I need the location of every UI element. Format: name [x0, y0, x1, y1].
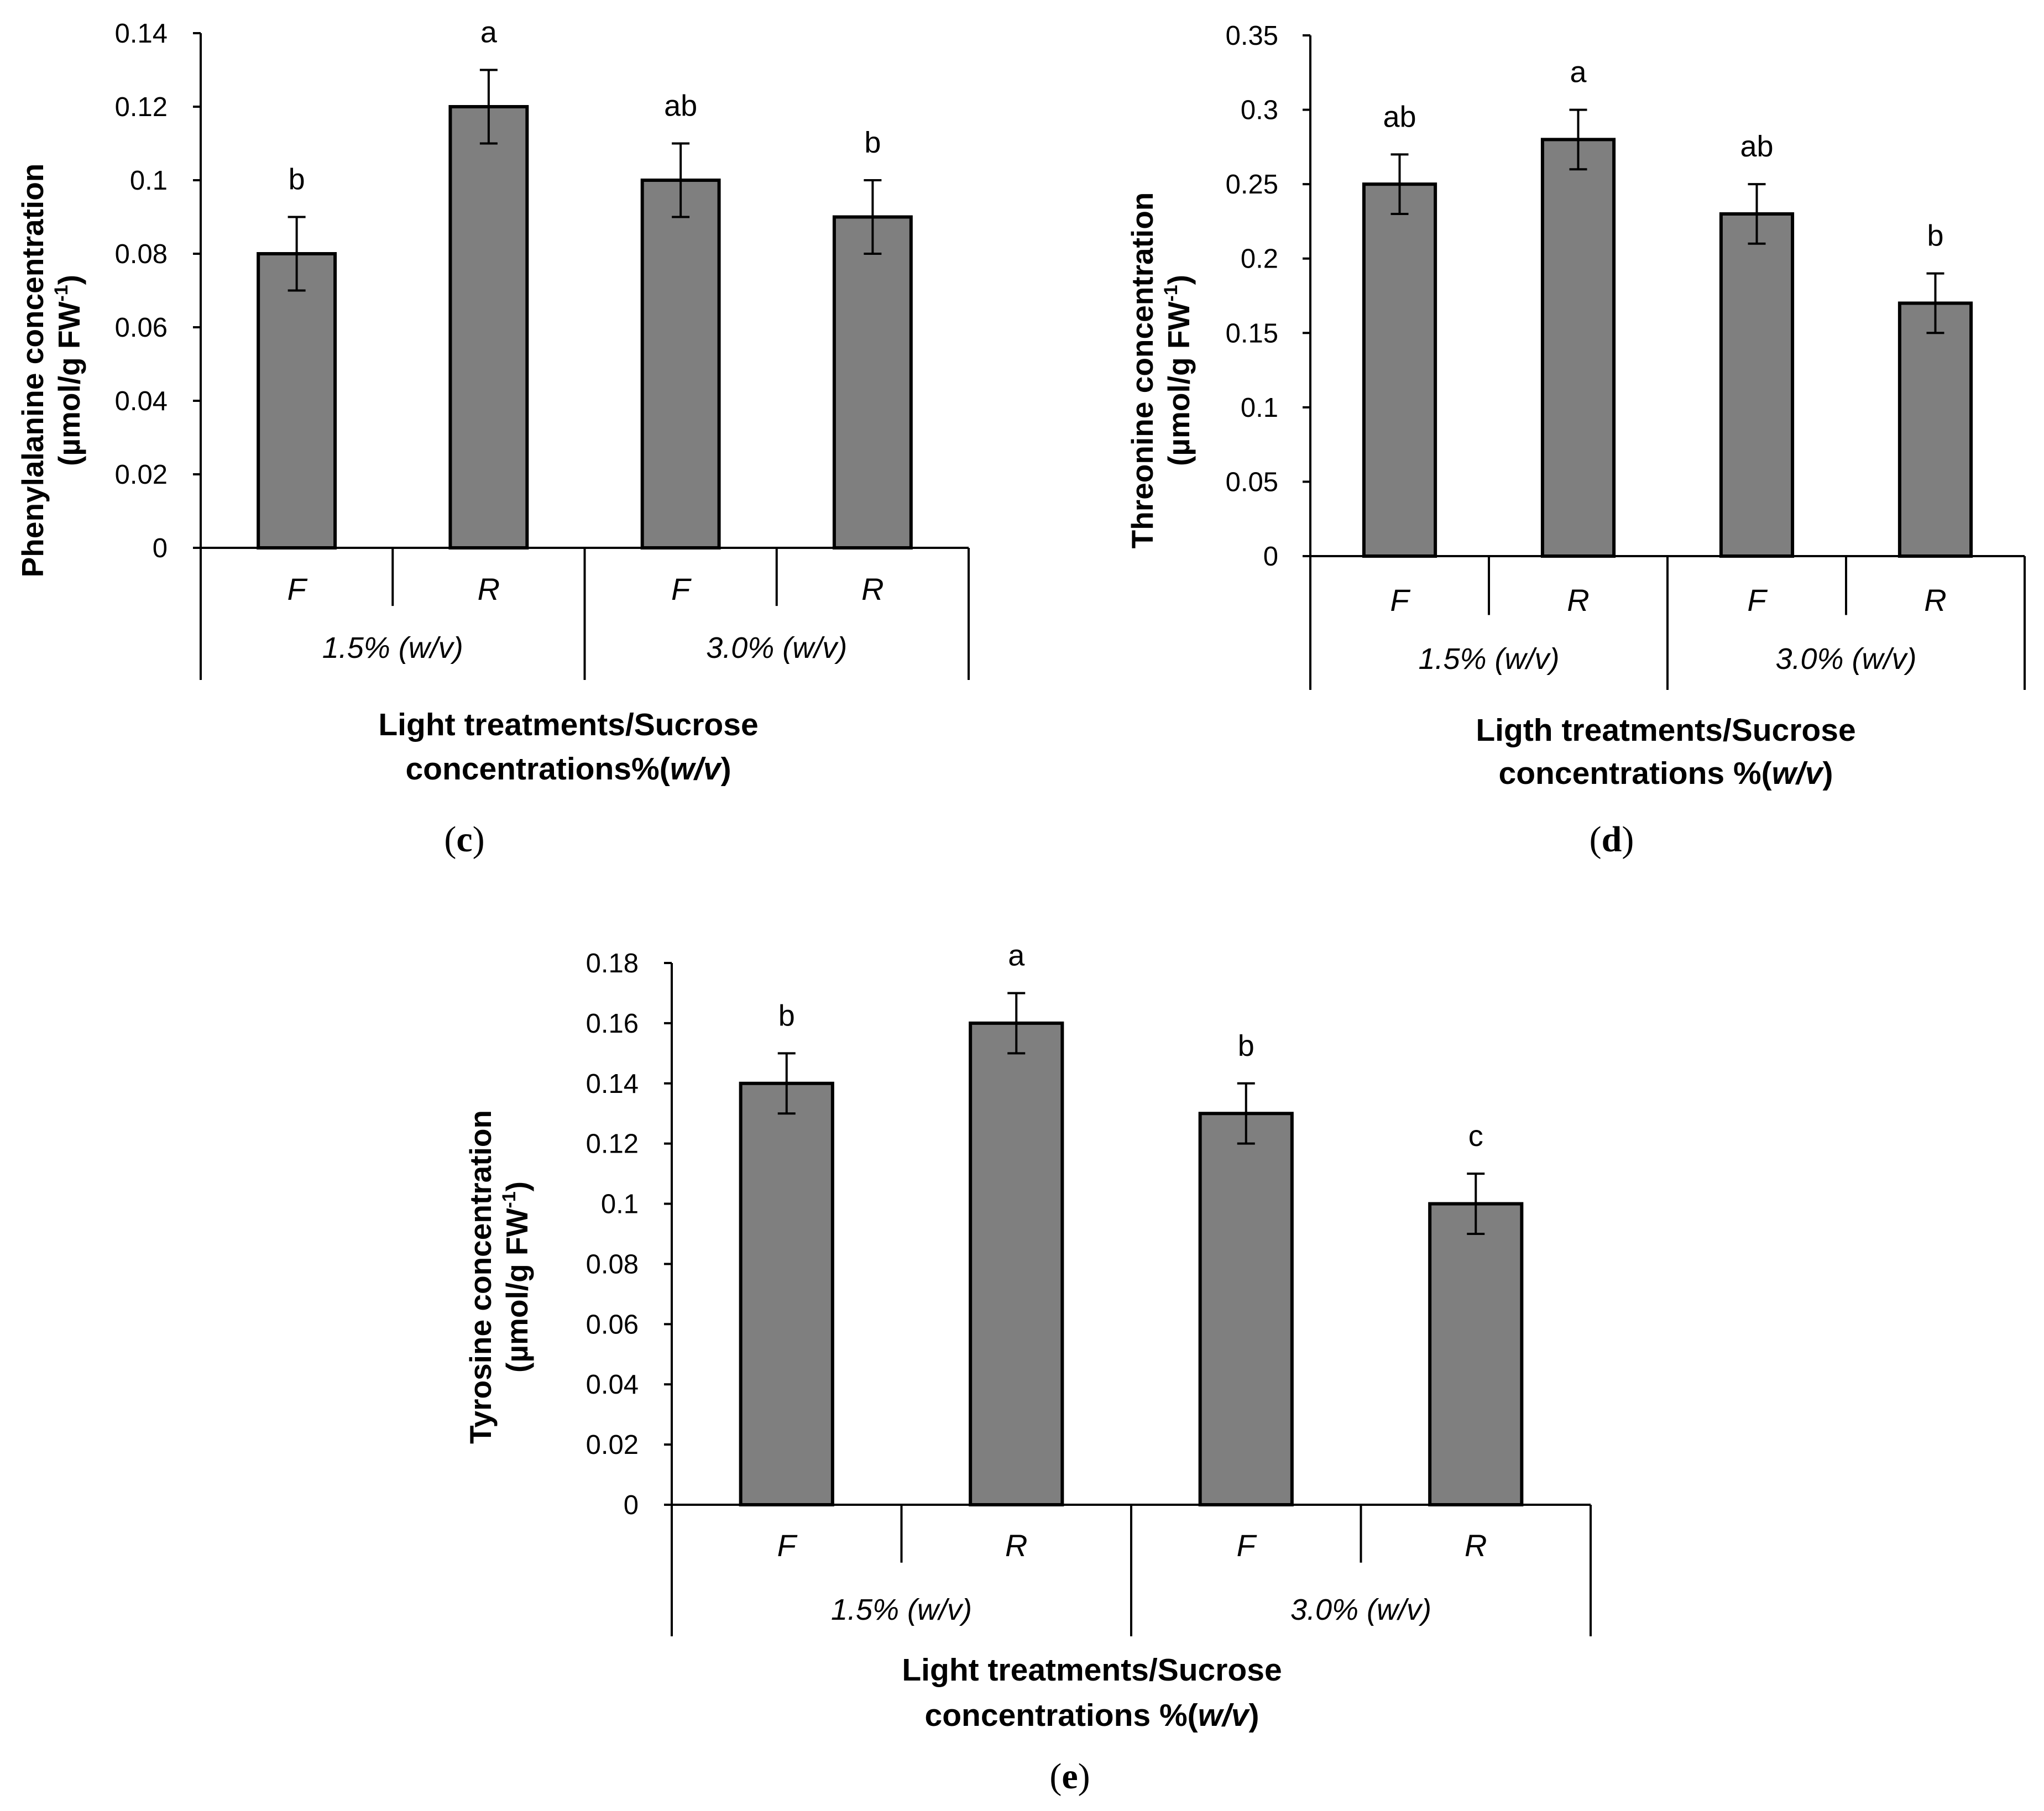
category-label: R [478, 572, 500, 606]
group-label: 3.0% (w/v) [1775, 642, 1916, 676]
y-tick-label: 0.18 [586, 949, 639, 978]
y-tick-label: 0.15 [1226, 318, 1278, 348]
category-label: R [1005, 1528, 1027, 1563]
y-tick-label: 0.04 [115, 386, 168, 416]
significance-label: b [1927, 219, 1943, 253]
y-tick-label: 0.12 [586, 1129, 639, 1159]
y-axis-label: Tyrosine concentration(µmol/g FW-1) [463, 1110, 534, 1444]
bar [448, 105, 529, 549]
category-label: F [777, 1528, 798, 1563]
chart-c: 0 0.02 0.04 0.06 0.08 0.1 0.12 0.14 b Fa Rab Fb R 1.5… [15, 16, 970, 860]
significance-label: a [1008, 939, 1025, 972]
y-tick-label: 0.14 [115, 19, 168, 49]
category-label: F [287, 572, 308, 606]
y-tick-label: 0 [153, 533, 168, 563]
chart-d: 00.050.10.150.20.250.30.35abFaRabFbR1.5%… [1125, 21, 2026, 860]
y-tick-label: 0.35 [1226, 21, 1278, 51]
y-axis-label: Phenylalanine concentration(µmol/g FW-1) [15, 164, 86, 578]
significance-label: b [864, 126, 881, 159]
group-label: 1.5% (w/v) [322, 631, 463, 664]
y-tick-label: 0.12 [115, 92, 168, 122]
panel-label: (e) [1049, 1756, 1090, 1797]
bar [640, 179, 721, 549]
y-tick-label: 0.25 [1226, 170, 1278, 200]
bar [1897, 301, 1973, 558]
category-label: R [861, 572, 884, 606]
significance-label: c [1468, 1119, 1483, 1153]
x-axis-label: concentrations %(w/v) [925, 1698, 1259, 1733]
y-tick-label: 0.08 [115, 239, 168, 269]
y-tick-label: 0.02 [115, 460, 168, 490]
y-tick-label: 0.16 [586, 1009, 639, 1039]
y-tick-label: 0.05 [1226, 467, 1278, 497]
chart-e: 0 0.02 0.04 0.06 0.08 0.1 0.12 0.14 0.16 0.18 b Fa R… [463, 939, 1592, 1797]
significance-label: a [1570, 56, 1587, 89]
x-axis-label: concentrations%(w/v) [405, 751, 731, 787]
group-label: 3.0% (w/v) [1290, 1593, 1431, 1626]
y-axis-label: Threonine concentration(µmol/g FW-1) [1125, 192, 1196, 549]
y-tick-label: 0 [624, 1490, 639, 1520]
significance-label: b [289, 163, 305, 196]
bar [832, 215, 913, 549]
bar [1540, 138, 1616, 558]
significance-label: ab [1383, 100, 1416, 133]
y-tick-label: 0.06 [586, 1310, 639, 1339]
bar [257, 252, 337, 549]
x-axis-label: Ligth treatments/Sucrose [1476, 713, 1855, 748]
significance-label: b [778, 999, 795, 1032]
bar [1428, 1202, 1524, 1507]
significance-label: ab [1740, 130, 1773, 163]
x-axis-label: Light treatments/Sucrose [378, 707, 758, 742]
bar [969, 1021, 1064, 1506]
significance-label: b [1238, 1029, 1254, 1062]
category-label: F [671, 572, 692, 606]
group-label: 3.0% (w/v) [706, 631, 847, 664]
bar [1198, 1112, 1294, 1506]
significance-label: a [480, 16, 498, 49]
panel-label: (c) [444, 819, 484, 860]
x-axis-label: Light treatments/Sucrose [902, 1652, 1282, 1688]
category-label: R [1465, 1528, 1487, 1563]
x-axis-label: concentrations %(w/v) [1499, 756, 1833, 791]
group-label: 1.5% (w/v) [831, 1593, 972, 1626]
y-tick-label: 0.02 [586, 1430, 639, 1460]
category-label: F [1237, 1528, 1257, 1563]
bar [739, 1081, 834, 1507]
category-label: R [1924, 583, 1946, 617]
y-tick-label: 0.2 [1241, 244, 1278, 274]
bar [1719, 212, 1795, 558]
y-tick-label: 0.1 [1241, 393, 1278, 423]
y-tick-label: 0.1 [601, 1190, 639, 1219]
category-label: F [1390, 583, 1410, 617]
category-label: R [1567, 583, 1589, 617]
y-tick-label: 0 [1263, 542, 1278, 572]
category-label: F [1747, 583, 1768, 617]
group-label: 1.5% (w/v) [1418, 642, 1559, 676]
bar [1362, 182, 1437, 558]
y-tick-label: 0.1 [130, 166, 168, 196]
y-tick-label: 0.04 [586, 1370, 639, 1400]
significance-label: ab [664, 90, 697, 123]
y-tick-label: 0.06 [115, 313, 168, 343]
y-tick-label: 0.08 [586, 1249, 639, 1279]
panel-label: (d) [1590, 819, 1634, 860]
y-tick-label: 0.3 [1241, 96, 1278, 125]
y-tick-label: 0.14 [586, 1069, 639, 1099]
